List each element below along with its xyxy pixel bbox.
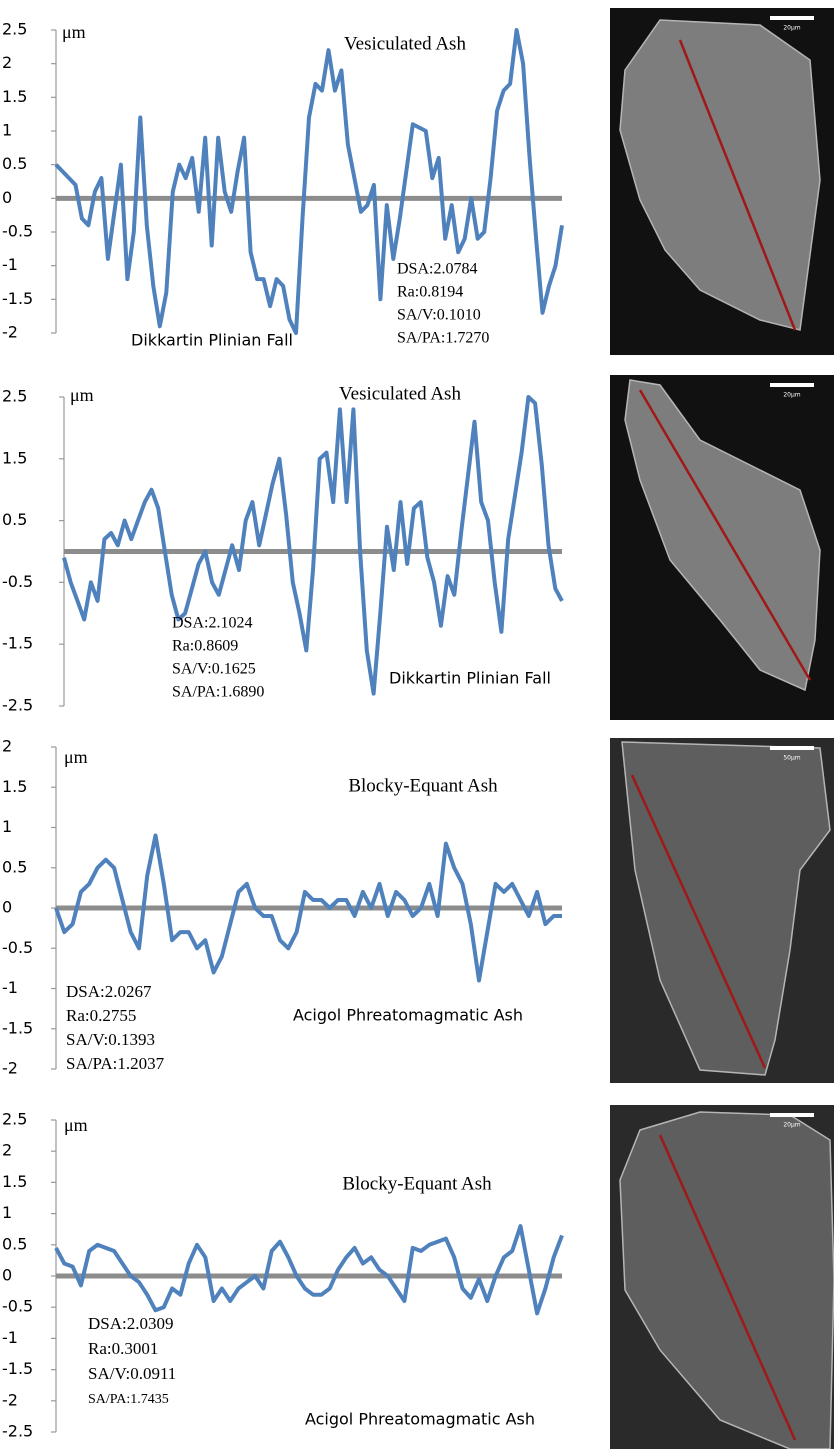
y-tick-label: 0.5	[2, 1234, 27, 1253]
stat-annotation: SA/V:0.1625	[172, 661, 256, 678]
y-tick-label: 1	[2, 1203, 12, 1222]
chart-subtitle: Acigol Phreatomagmatic Ash	[305, 1410, 535, 1429]
y-tick-label: -1	[2, 1328, 18, 1347]
y-tick-label: -0.5	[2, 1297, 33, 1316]
scale-bar-label: 20µm	[783, 25, 800, 32]
stat-annotation: SA/PA:1.7270	[397, 330, 489, 347]
stat-annotation: DSA:2.0267	[66, 982, 152, 1001]
y-tick-label: 1.5	[2, 448, 27, 467]
y-tick-label: 0.5	[2, 857, 27, 876]
chart-title: Blocky-Equant Ash	[342, 1173, 492, 1194]
stat-annotation: SA/PA:1.6890	[172, 684, 264, 701]
chart-title: Blocky-Equant Ash	[348, 775, 498, 796]
y-tick-label: 1	[2, 817, 12, 836]
y-tick-label: 1.5	[2, 777, 27, 796]
unit-label: μm	[62, 22, 86, 42]
stat-annotation: SA/PA:1.7435	[88, 1392, 169, 1407]
y-tick-label: -1.5	[2, 634, 33, 653]
scale-bar	[770, 16, 814, 20]
stat-annotation: Ra:0.3001	[88, 1339, 158, 1358]
y-tick-label: -2.5	[2, 696, 33, 715]
y-tick-label: 0	[2, 898, 12, 917]
profile-line	[64, 397, 562, 694]
y-tick-label: -1.5	[2, 289, 33, 308]
y-tick-label: -1.5	[2, 1359, 33, 1378]
scale-bar-label: 20µm	[783, 392, 800, 399]
y-tick-label: 2.5	[2, 387, 27, 406]
y-tick-label: -2	[2, 1390, 18, 1409]
stat-annotation: SA/V:0.1393	[66, 1030, 155, 1049]
y-tick-label: 2	[2, 737, 12, 756]
y-tick-label: -0.5	[2, 222, 33, 241]
y-tick-label: -0.5	[2, 572, 33, 591]
stat-annotation: SA/PA:1.2037	[66, 1054, 165, 1073]
y-tick-label: 2.5	[2, 1110, 27, 1129]
y-tick-label: -2	[2, 1059, 18, 1078]
y-tick-label: 0.5	[2, 154, 27, 173]
y-tick-label: 2.5	[2, 20, 27, 39]
scale-bar-label: 50µm	[783, 755, 800, 762]
y-tick-label: 2	[2, 53, 12, 72]
y-tick-label: 0	[2, 188, 12, 207]
stat-annotation: SA/V:0.1010	[397, 307, 481, 324]
y-tick-label: 0	[2, 1266, 12, 1285]
profile-line	[56, 1226, 562, 1313]
chart-title: Vesiculated Ash	[344, 33, 466, 54]
y-tick-label: 1.5	[2, 87, 27, 106]
y-tick-label: 2	[2, 1141, 12, 1160]
scale-bar	[770, 1113, 814, 1117]
chart-title: Vesiculated Ash	[339, 383, 461, 404]
stat-annotation: DSA:2.0309	[88, 1314, 173, 1333]
unit-label: μm	[64, 1115, 88, 1135]
stat-annotation: Ra:0.8609	[172, 638, 238, 655]
y-tick-label: -1	[2, 978, 18, 997]
stat-annotation: Ra:0.2755	[66, 1006, 136, 1025]
figure: -2 -1.5 -1 -0.5 0 0.5 1 1.5 2 2.5 μm Vesiculated As…	[0, 0, 834, 1449]
stat-annotation: DSA:2.0784	[397, 261, 477, 278]
scale-bar-label: 20µm	[783, 1122, 800, 1129]
stat-annotation: Ra:0.8194	[397, 284, 463, 301]
y-tick-label: -0.5	[2, 938, 33, 957]
chart-subtitle: Dikkartin Plinian Fall	[131, 331, 293, 350]
y-tick-label: 1.5	[2, 1172, 27, 1191]
scale-bar	[770, 746, 814, 750]
unit-label: μm	[64, 747, 88, 767]
scale-bar	[770, 383, 814, 387]
y-tick-label: -1.5	[2, 1018, 33, 1037]
unit-label: μm	[70, 385, 94, 405]
y-tick-label: -2.5	[2, 1422, 33, 1441]
profile-line	[56, 30, 562, 333]
chart-subtitle: Dikkartin Plinian Fall	[389, 669, 551, 688]
y-tick-label: -2	[2, 323, 18, 342]
y-tick-label: 1	[2, 121, 12, 140]
y-tick-label: -1	[2, 255, 18, 274]
chart-subtitle: Acigol Phreatomagmatic Ash	[293, 1006, 523, 1025]
stat-annotation: SA/V:0.0911	[88, 1364, 176, 1383]
y-tick-label: 0.5	[2, 510, 27, 529]
stat-annotation: DSA:2.1024	[172, 615, 252, 632]
